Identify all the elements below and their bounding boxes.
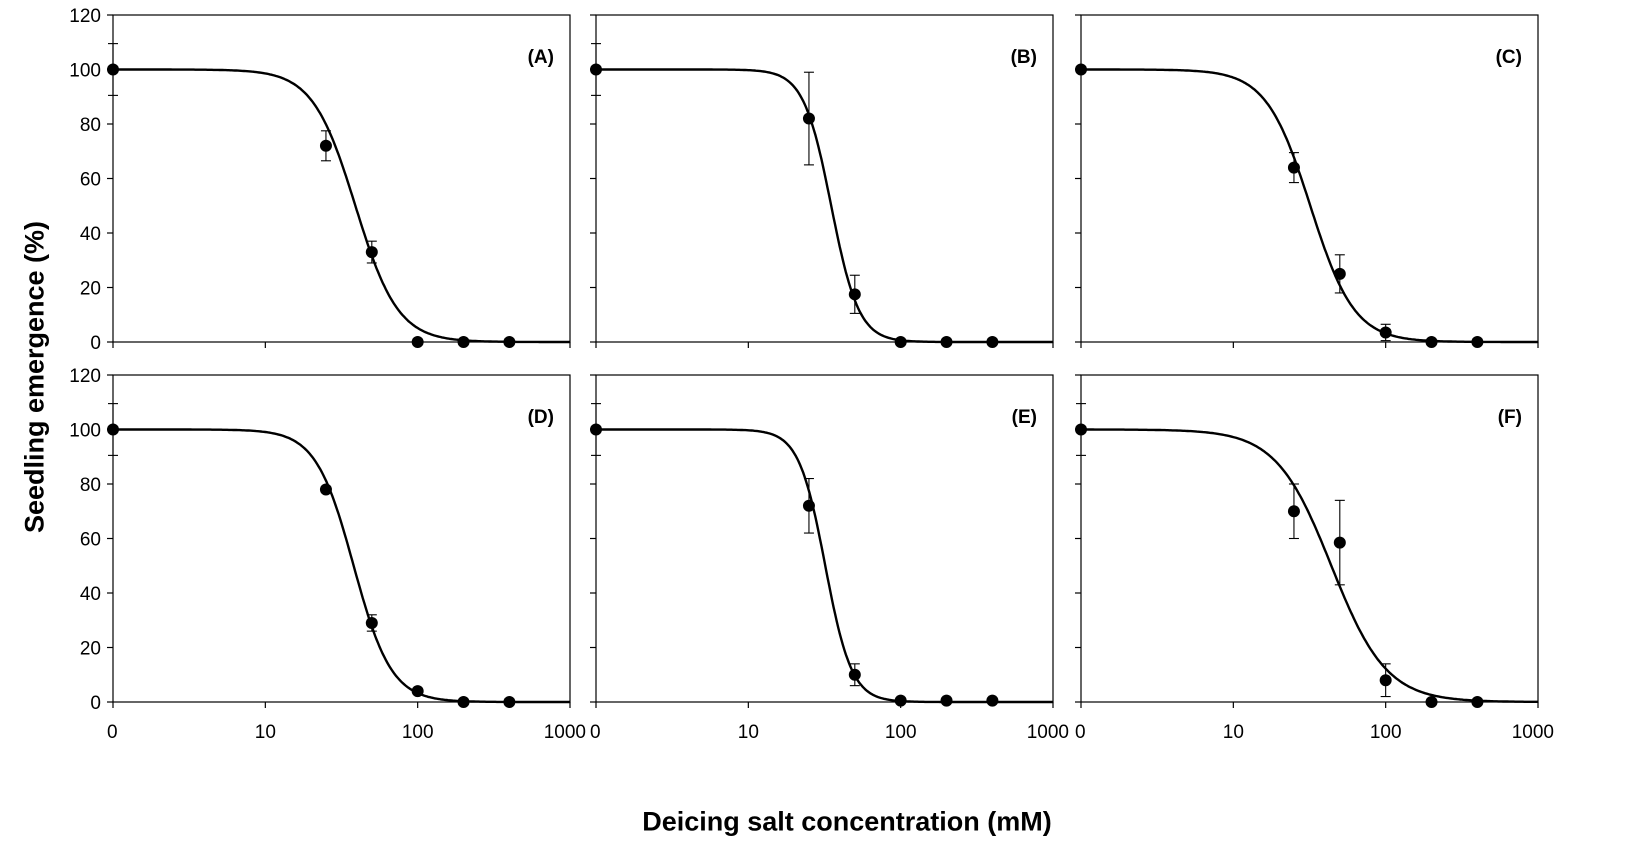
- data-point: [590, 63, 602, 76]
- data-point: [848, 668, 861, 681]
- y-tick-label: 60: [80, 530, 101, 551]
- data-point: [986, 694, 999, 707]
- data-point: [1333, 536, 1346, 549]
- data-point: [940, 336, 953, 348]
- x-axis-label: Deicing salt concentration (mM): [642, 806, 1052, 837]
- x-tick-label: 0: [590, 722, 601, 743]
- y-tick-label: 100: [69, 61, 101, 82]
- y-tick-label: 0: [90, 693, 101, 714]
- data-point: [503, 336, 516, 348]
- y-tick-label: 40: [80, 224, 101, 245]
- y-tick-label: 80: [80, 115, 101, 136]
- plot-frame: [1080, 374, 1539, 703]
- fit-curve: [1081, 428, 1538, 703]
- plot-frame: [595, 374, 1054, 703]
- fit-curve: [113, 68, 570, 344]
- data-point: [411, 336, 424, 348]
- data-point: [1075, 423, 1087, 436]
- fit-curve: [1081, 68, 1538, 344]
- y-tick-label: 20: [80, 639, 101, 660]
- x-tick-label: 0: [1075, 722, 1086, 743]
- data-point: [1425, 696, 1438, 708]
- chart-panel-b: (B): [590, 14, 1054, 348]
- panel-label: (D): [528, 407, 554, 428]
- data-point: [365, 246, 378, 259]
- chart-panel-e: 0 10 100 1000 (E): [590, 374, 1069, 743]
- fit-curve: [596, 428, 1053, 704]
- data-point: [894, 336, 907, 348]
- y-tick-label: 120: [69, 366, 101, 387]
- plot-frame: [112, 374, 571, 703]
- x-tick-label: 100: [402, 722, 434, 743]
- data-point: [457, 336, 470, 348]
- data-point: [802, 499, 815, 512]
- data-point: [590, 423, 602, 436]
- x-tick-label: 10: [255, 722, 276, 743]
- y-tick-label: 40: [80, 584, 101, 605]
- y-axis-label: Seedling emergence (%): [19, 220, 50, 534]
- x-tick-label: 10: [1223, 722, 1244, 743]
- x-tick-label: 100: [1370, 722, 1402, 743]
- y-tick-label: 120: [69, 6, 101, 27]
- data-point: [802, 112, 815, 125]
- data-point: [1425, 336, 1438, 348]
- data-point: [848, 288, 861, 301]
- panel-label: (E): [1012, 407, 1037, 428]
- plot-frame: [1080, 14, 1539, 343]
- data-point: [940, 694, 953, 707]
- panel-label: (A): [528, 47, 554, 68]
- chart-panel-d: 0 20 40 60 80 100 120 0 10 100 1000 (D): [69, 366, 586, 743]
- x-tick-label: 0: [107, 722, 118, 743]
- panel-label: (C): [1496, 47, 1522, 68]
- data-point: [1075, 63, 1087, 76]
- y-tick-label: 100: [69, 421, 101, 442]
- panel-label: (F): [1498, 407, 1522, 428]
- x-tick-label: 1000: [1027, 722, 1069, 743]
- x-tick-label: 100: [885, 722, 917, 743]
- y-tick-label: 0: [90, 333, 101, 354]
- data-point: [1379, 326, 1392, 339]
- data-point: [107, 423, 119, 436]
- x-tick-label: 10: [738, 722, 759, 743]
- chart-panel-a: 0 20 40 60 80 100 120 (A): [69, 6, 571, 354]
- data-point: [411, 685, 424, 698]
- data-point: [1287, 161, 1300, 174]
- data-point: [319, 139, 332, 152]
- panel-label: (B): [1011, 47, 1037, 68]
- plot-frame: [112, 14, 571, 343]
- data-point: [1287, 505, 1300, 518]
- data-point: [894, 694, 907, 707]
- y-tick-label: 80: [80, 475, 101, 496]
- x-tick-label: 1000: [544, 722, 586, 743]
- fit-curve: [596, 68, 1053, 344]
- data-point: [457, 696, 470, 708]
- fit-curve: [113, 428, 570, 704]
- data-point: [503, 696, 516, 708]
- x-tick-label: 1000: [1512, 722, 1554, 743]
- y-tick-label: 60: [80, 170, 101, 191]
- data-point: [1333, 267, 1346, 280]
- data-point: [319, 483, 332, 496]
- data-point: [1379, 674, 1392, 687]
- y-tick-label: 20: [80, 279, 101, 300]
- data-point: [365, 616, 378, 629]
- data-point: [107, 63, 119, 76]
- data-point: [1471, 336, 1484, 348]
- chart-panel-f: 0 10 100 1000 (F): [1075, 374, 1554, 743]
- data-point: [986, 336, 999, 348]
- chart-panel-c: (C): [1075, 14, 1539, 348]
- data-point: [1471, 696, 1484, 708]
